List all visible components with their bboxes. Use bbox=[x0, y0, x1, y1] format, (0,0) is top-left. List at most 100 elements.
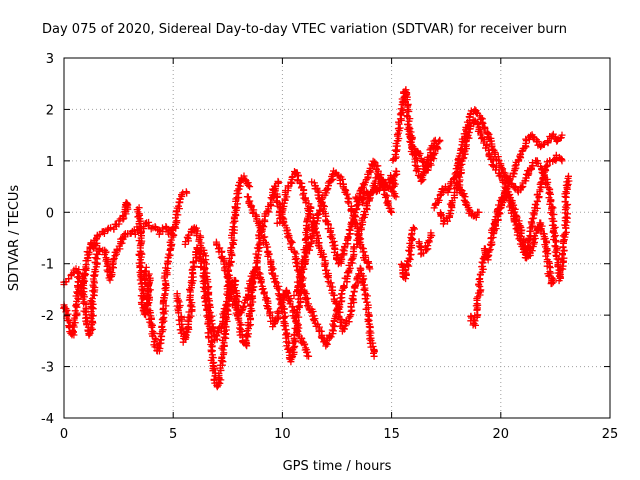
data-point bbox=[291, 255, 299, 263]
data-point bbox=[409, 224, 417, 232]
data-point bbox=[417, 177, 425, 185]
data-point bbox=[88, 304, 96, 312]
data-point bbox=[362, 211, 369, 218]
data-point bbox=[336, 308, 344, 316]
data-point bbox=[387, 207, 395, 215]
data-point bbox=[430, 137, 438, 145]
data-point bbox=[405, 117, 413, 125]
data-point bbox=[309, 315, 317, 323]
chart-title: Day 075 of 2020, Sidereal Day-to-day VTE… bbox=[42, 22, 567, 37]
data-point bbox=[188, 273, 196, 281]
data-point bbox=[290, 292, 298, 299]
data-point bbox=[332, 300, 340, 308]
data-point bbox=[558, 131, 566, 139]
data-point bbox=[224, 274, 232, 282]
data-point bbox=[148, 323, 156, 331]
data-point bbox=[142, 263, 150, 271]
data-point bbox=[261, 233, 269, 241]
series-trace bbox=[181, 177, 282, 350]
data-point bbox=[364, 259, 372, 267]
y-tick-label: -4 bbox=[41, 412, 54, 427]
data-point bbox=[306, 211, 314, 218]
data-point bbox=[274, 177, 282, 185]
data-point bbox=[245, 322, 253, 330]
data-point bbox=[322, 259, 330, 267]
y-tick-label: 3 bbox=[46, 52, 54, 67]
series-trace bbox=[415, 229, 436, 258]
data-point bbox=[340, 325, 348, 333]
data-point bbox=[304, 302, 311, 310]
x-tick-label: 25 bbox=[602, 427, 619, 442]
data-point bbox=[203, 260, 210, 268]
data-point bbox=[120, 231, 128, 239]
data-point bbox=[405, 108, 413, 115]
x-tick-label: 15 bbox=[383, 427, 400, 442]
data-point bbox=[366, 265, 374, 273]
data-point bbox=[291, 248, 299, 256]
series-trace bbox=[488, 188, 557, 288]
y-tick-label: -1 bbox=[41, 258, 54, 273]
series-trace bbox=[452, 179, 483, 221]
series-trace bbox=[397, 224, 418, 283]
data-point bbox=[374, 170, 381, 178]
data-point bbox=[323, 273, 331, 281]
data-point bbox=[304, 294, 311, 302]
y-axis-label: SDTVAR / TECUs bbox=[7, 185, 22, 292]
data-point bbox=[355, 231, 363, 239]
data-point bbox=[175, 309, 183, 317]
y-tick-label: 0 bbox=[46, 206, 54, 221]
x-tick-label: 0 bbox=[60, 427, 68, 442]
data-point bbox=[119, 212, 127, 219]
data-point bbox=[85, 248, 93, 256]
data-point bbox=[367, 168, 375, 176]
data-point bbox=[393, 131, 401, 138]
data-point bbox=[349, 292, 357, 300]
series-trace bbox=[173, 172, 254, 391]
data-point bbox=[366, 335, 374, 343]
data-point bbox=[240, 302, 247, 310]
y-tick-label: -3 bbox=[41, 361, 54, 376]
data-point bbox=[384, 201, 392, 209]
data-point bbox=[272, 278, 280, 286]
data-point bbox=[284, 289, 292, 297]
data-point bbox=[80, 299, 88, 307]
series-trace bbox=[140, 188, 191, 355]
data-point bbox=[284, 233, 292, 241]
data-point bbox=[265, 305, 273, 313]
data-point bbox=[109, 255, 117, 263]
data-point bbox=[187, 312, 195, 320]
data-point bbox=[219, 358, 227, 366]
data-point bbox=[127, 229, 135, 237]
data-point bbox=[285, 296, 293, 304]
data-point bbox=[78, 273, 86, 281]
data-point bbox=[73, 311, 81, 318]
data-point bbox=[182, 188, 190, 196]
data-point bbox=[302, 199, 310, 207]
data-point bbox=[201, 265, 209, 273]
data-point bbox=[423, 246, 431, 254]
y-tick-label: 1 bbox=[46, 155, 54, 170]
data-point bbox=[121, 203, 129, 211]
series-trace bbox=[352, 167, 401, 207]
data-point bbox=[193, 245, 201, 253]
data-point bbox=[540, 140, 548, 148]
data-point bbox=[392, 146, 399, 154]
data-point bbox=[392, 193, 400, 201]
data-point bbox=[186, 302, 194, 310]
data-point bbox=[260, 290, 268, 298]
data-point bbox=[391, 180, 399, 188]
data-point bbox=[286, 240, 294, 248]
data-point bbox=[411, 148, 419, 156]
data-point bbox=[318, 198, 326, 206]
data-point bbox=[360, 286, 368, 294]
y-tick-label: -2 bbox=[41, 309, 54, 324]
data-point bbox=[431, 149, 439, 157]
data-point bbox=[207, 348, 215, 356]
data-point bbox=[73, 303, 81, 311]
data-point bbox=[268, 269, 276, 277]
data-point bbox=[131, 230, 139, 238]
series-trace bbox=[269, 171, 400, 350]
data-point bbox=[223, 300, 231, 308]
series-trace bbox=[133, 204, 154, 319]
